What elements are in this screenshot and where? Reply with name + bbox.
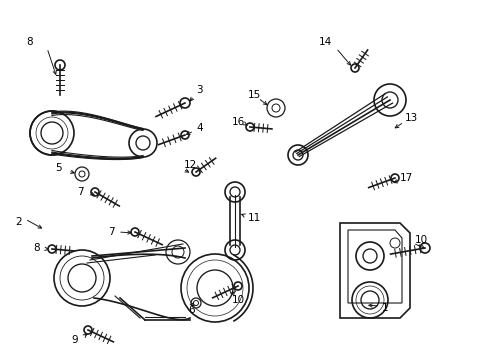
Text: 17: 17 <box>399 173 412 183</box>
Text: 9: 9 <box>72 335 78 345</box>
Text: 8: 8 <box>33 243 40 253</box>
Text: 16: 16 <box>231 117 245 127</box>
Text: 11: 11 <box>247 213 261 223</box>
Text: 4: 4 <box>196 123 202 133</box>
Text: 12: 12 <box>183 160 197 170</box>
Text: 10: 10 <box>414 235 427 245</box>
Text: 15: 15 <box>247 90 261 100</box>
Text: 2: 2 <box>15 217 21 227</box>
Text: 6: 6 <box>188 305 195 315</box>
Text: 7: 7 <box>108 227 114 237</box>
Text: 5: 5 <box>55 163 61 173</box>
Text: 1: 1 <box>381 303 388 313</box>
Text: 3: 3 <box>196 85 202 95</box>
Text: 10: 10 <box>231 295 244 305</box>
Text: 8: 8 <box>27 37 33 47</box>
Text: 7: 7 <box>77 187 83 197</box>
Text: 13: 13 <box>404 113 417 123</box>
Text: 14: 14 <box>318 37 331 47</box>
